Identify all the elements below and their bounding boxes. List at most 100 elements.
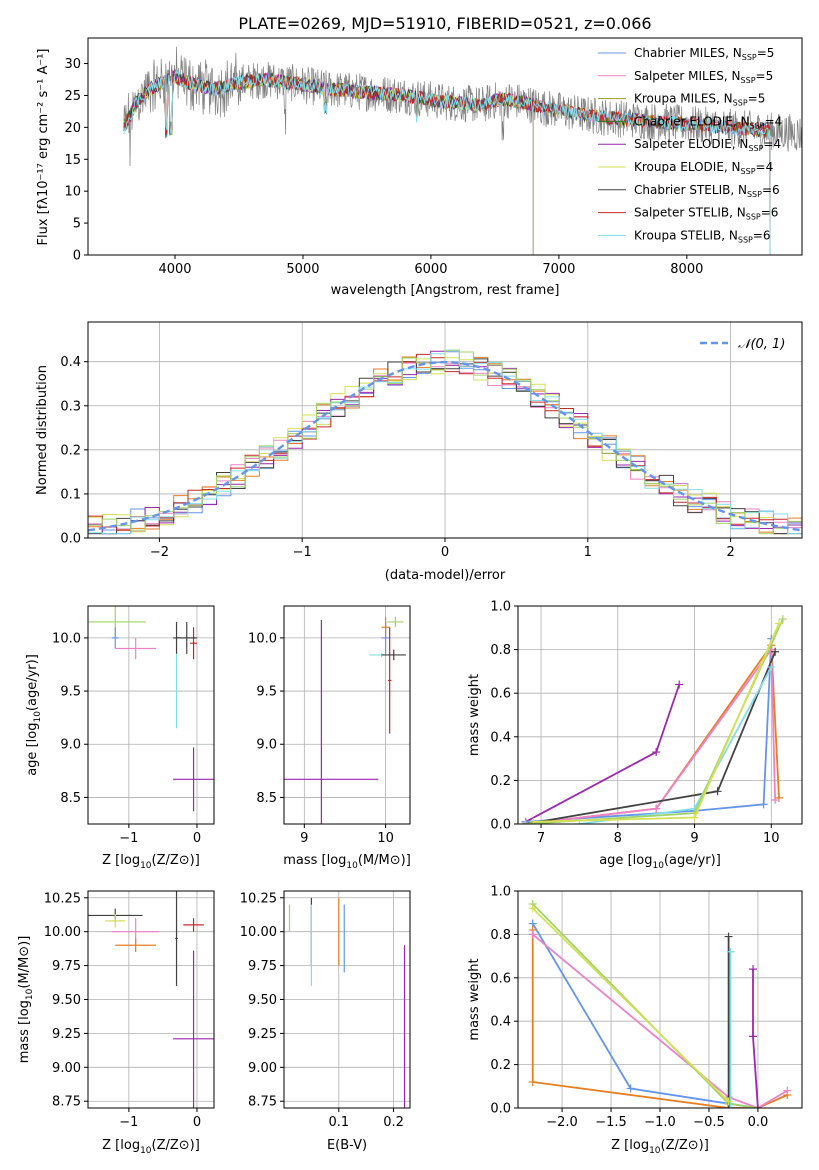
legend-sub: SSP [750,121,765,130]
mass-weight-marker [753,1104,762,1108]
mass_vs_Z-x-label-sub: 10 [140,1146,152,1156]
x-tick-label: 9 [690,831,698,846]
mass_vs_Z-x-label-tail: (Z/Z⊙)] [152,1138,200,1153]
errorbar-point-4 [175,653,178,729]
legend-suffix: =5 [756,69,774,83]
legend-sub: SSP [748,144,763,153]
errorbar-point-7 [173,747,214,812]
x-tick-label: −1 [119,1115,138,1130]
mass-weight-marker [713,787,722,796]
x-tick-label: 8000 [670,262,703,277]
y-tick-label: 9.50 [52,993,81,1008]
plot-area [123,46,802,255]
mass-weight-line-0 [531,923,759,1108]
legend-suffix: =6 [753,228,771,242]
mass-weight-marker [749,1032,758,1041]
y-tick-label: 0.2 [490,774,511,789]
y-tick-label: 9.75 [52,959,81,974]
figure-title: PLATE=0269, MJD=51910, FIBERID=0521, z=0… [238,14,651,33]
mass-weight-marker [749,965,758,974]
x-tick-label: 0 [193,831,201,846]
legend-suffix: =6 [761,206,779,220]
mass-weight-line-4 [525,651,776,824]
x-tick-label: 9 [300,831,308,846]
mass-weight-marker [778,615,787,624]
legend-prefix: Chabrier STELIB, N [634,183,747,197]
massweight_vs_Z-x-label: Z [log10(Z/Z⊙)] [611,1138,709,1156]
panel-mass_vs_ebv: 0.1 0.2 8.75 9.00 9.25 9.50 9.75 10.00 10.25 E(B-… [240,890,411,1153]
legend-suffix: =6 [762,183,780,197]
mass-weight-marker [774,793,783,802]
errorbar-point-3 [115,938,157,953]
y-tick-label: 30 [64,57,81,72]
y-tick-label: 9.25 [52,1027,81,1042]
legend-suffix: =4 [765,114,783,128]
massweight_vs_age-x-label-tail: (age/yr)] [664,853,721,868]
panel-spectrum: 4000 5000 6000 7000 8000 0 5 10 15 20 25 30 waveleng… [36,37,803,298]
errorbar-point-5 [190,627,197,660]
y-tick-label: 1.0 [490,885,511,900]
x-tick-label: −0.5 [693,1115,725,1130]
legend-prefix: Salpeter MILES, N [634,69,741,83]
errorbar-point-6 [381,616,390,638]
x-tick-label: 0 [193,1115,201,1130]
massweight_vs_age-x-label-main: age [log [599,853,652,868]
y-tick-label: 8.5 [60,791,81,806]
y-tick-label: 0.0 [60,532,81,547]
y-tick-label: 0.8 [490,928,511,943]
y-tick-label: 9.25 [248,1027,277,1042]
x-tick-label: 7 [537,831,545,846]
legend-suffix: =4 [756,160,774,174]
panel-massweight_vs_Z: −2.0 −1.5 −1.0 −0.5 0.0 0.0 0.2 0.4 0.6 0.8 1.0 Z [… [467,885,803,1156]
x-tick-label: 10 [377,831,394,846]
mass_vs_Z-y-label-tail: (M/M⊙)] [17,936,32,989]
y-tick-label: 0.0 [490,1102,511,1117]
y-tick-label: 8.75 [248,1095,277,1110]
model-line-4 [123,69,534,255]
plot-area [88,349,802,535]
mass-weight-marker [767,663,776,672]
model-line-7 [123,70,771,255]
mass_vs_Z-y-label: mass [log10(M/M⊙)] [17,936,35,1064]
mass-weight-line-7 [532,907,730,1103]
legend-prefix: Chabrier MILES, N [634,46,742,60]
legend-sub: SSP [741,167,756,176]
mass-weight-marker [726,1104,735,1108]
panel-residuals: −2 −1 0 1 2 0.0 0.1 0.2 0.3 0.4 𝒩(0, 1) (data-model… [35,321,803,583]
legend-entry-4: Salpeter ELODIE, NSSP=4 [634,137,781,153]
legend-sub: SSP [747,190,762,199]
massweight_vs_Z-x-label-tail: (Z/Z⊙)] [661,1138,709,1153]
age_vs_mass-x-label-main: mass [log [283,853,346,868]
legend-entry-2: Kroupa MILES, NSSP=5 [634,92,765,108]
y-tick-label: 9.50 [248,993,277,1008]
y-tick-label: 10.25 [44,891,81,906]
axes-frame [87,37,803,256]
legend-prefix: Salpeter ELODIE, N [634,137,748,151]
y-tick-label: 10.25 [240,891,277,906]
legend-prefix: Kroupa STELIB, N [634,228,738,242]
y-tick-label: 0.1 [60,487,81,502]
age_vs_Z-x-label-tail: (Z/Z⊙)] [152,853,200,868]
errorbar-point-6 [176,621,197,654]
legend-entry-3: Chabrier ELODIE, NSSP=4 [634,114,782,130]
y-tick-label: 0.4 [490,730,511,745]
errorbar-point-2 [115,637,157,660]
mass-weight-line-1 [525,638,773,823]
mass_vs_Z-x-label: Z [log10(Z/Z⊙)] [102,1138,200,1156]
x-tick-label: 1 [584,545,592,560]
age_vs_Z-y-label-tail: (age/yr)] [25,654,40,711]
mass-weight-marker [771,796,780,805]
axes-frame [517,605,803,825]
errorbar-point-5 [183,918,204,932]
legend-prefix: Chabrier ELODIE, N [634,114,750,128]
age_vs_Z-x-label-main: Z [log [102,853,140,868]
x-tick-label: 0.0 [748,1115,769,1130]
x-tick-label: 10 [763,831,780,846]
y-tick-label: 0.4 [60,355,81,370]
y-tick-label: 10.0 [52,631,81,646]
age_vs_mass-x-label: mass [log10(M/M⊙)] [283,853,411,871]
legend-sub: SSP [746,213,761,222]
y-tick-label: 9.00 [52,1061,81,1076]
age_vs_mass-x-label-tail: (M/M⊙)] [358,853,411,868]
